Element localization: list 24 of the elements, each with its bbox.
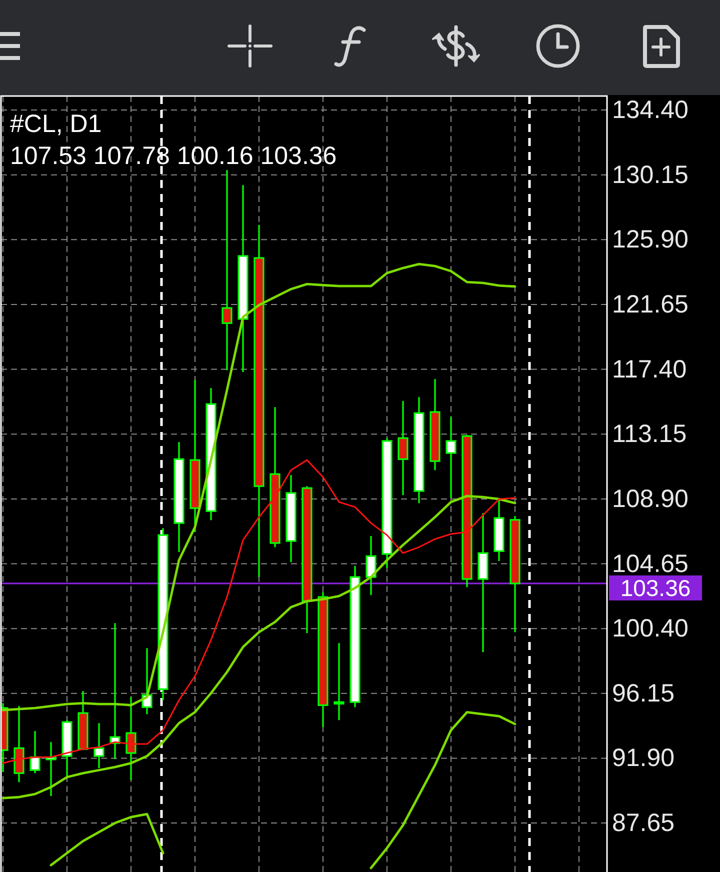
y-tick-label: 108.90 bbox=[612, 484, 688, 513]
y-tick-label: 87.65 bbox=[612, 809, 675, 838]
candlestick bbox=[110, 622, 120, 760]
line-series bbox=[2, 494, 516, 800]
y-tick-label: 134.40 bbox=[612, 96, 688, 124]
text: 107.53 107.78 100.16 103.36 bbox=[10, 142, 337, 170]
y-tick-label: 96.15 bbox=[612, 679, 675, 708]
y-tick-label: 125.90 bbox=[612, 226, 688, 254]
text: #CL, D1 bbox=[10, 110, 102, 138]
y-tick-label: 130.15 bbox=[612, 160, 688, 189]
line-series bbox=[2, 262, 516, 712]
y-tick-label: 113.15 bbox=[612, 420, 687, 448]
candlestick bbox=[446, 416, 456, 499]
candlestick bbox=[366, 535, 376, 596]
candlestick bbox=[126, 696, 136, 781]
y-tick-label: 121.65 bbox=[612, 290, 688, 318]
y-tick-label: 117.40 bbox=[612, 355, 687, 384]
y-tick-label: 100.40 bbox=[612, 614, 688, 643]
candlestick bbox=[398, 400, 408, 496]
candlestick bbox=[30, 730, 40, 774]
y-tick-label: 91.90 bbox=[612, 744, 675, 772]
candlestick bbox=[334, 642, 344, 721]
candlestick bbox=[94, 722, 104, 769]
candlestick bbox=[222, 169, 232, 371]
